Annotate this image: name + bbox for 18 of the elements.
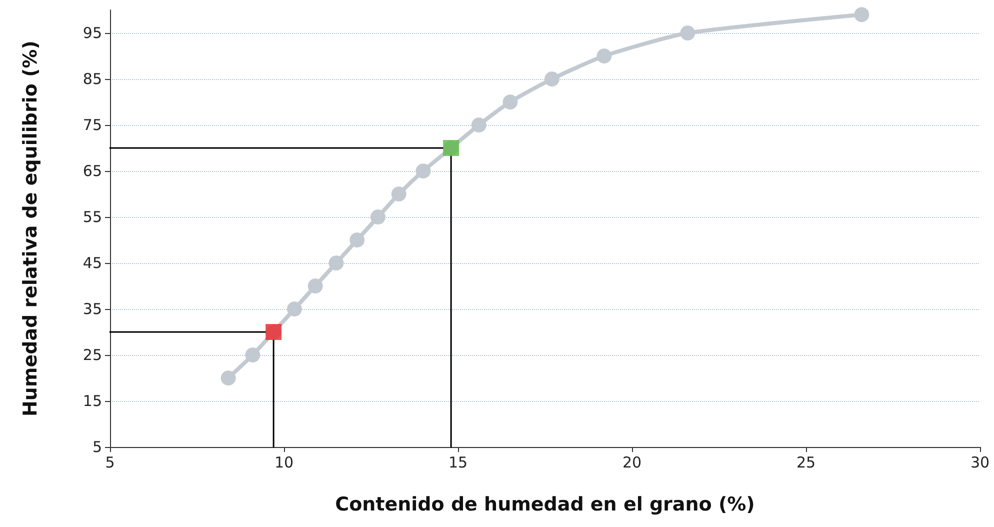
y-tick-label: 85 (82, 70, 102, 88)
x-tick-label: 30 (970, 454, 990, 472)
x-axis-title: Contenido de humedad en el grano (%) (335, 494, 755, 516)
x-tick-label: 25 (796, 454, 816, 472)
y-tick-label: 15 (82, 392, 102, 410)
x-tick-label: 5 (105, 454, 115, 472)
x-tick-label: 20 (622, 454, 642, 472)
y-axis-title: Humedad relativa de equilibrio (%) (20, 40, 42, 416)
y-tick-label: 65 (82, 162, 102, 180)
y-tick-label: 55 (82, 208, 102, 226)
y-tick-label: 95 (82, 24, 102, 42)
y-tick-label: 25 (82, 346, 102, 364)
x-tick-label: 15 (448, 454, 468, 472)
y-tick-label: 5 (92, 438, 102, 456)
y-tick-label: 75 (82, 116, 102, 134)
x-tick-label: 10 (274, 454, 294, 472)
y-tick-label: 45 (82, 254, 102, 272)
y-tick-label: 35 (82, 300, 102, 318)
